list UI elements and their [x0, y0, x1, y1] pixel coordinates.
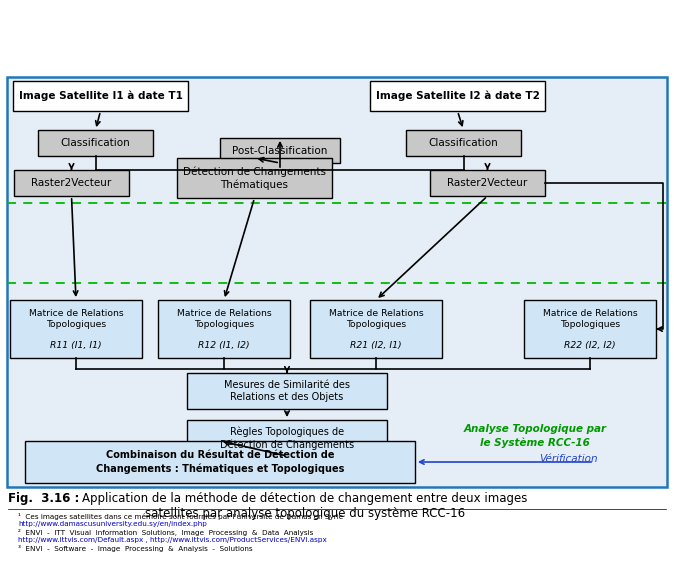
FancyBboxPatch shape — [14, 170, 129, 196]
Text: Image Satellite I1 à date T1: Image Satellite I1 à date T1 — [19, 91, 183, 101]
Text: R12 (I1, I2): R12 (I1, I2) — [198, 341, 250, 350]
FancyBboxPatch shape — [177, 158, 332, 198]
FancyBboxPatch shape — [13, 81, 188, 111]
Text: Classification: Classification — [429, 138, 498, 148]
Text: Combinaison du Résultat de Détection de
Changements : Thématiques et Topologique: Combinaison du Résultat de Détection de … — [96, 451, 344, 474]
FancyBboxPatch shape — [158, 300, 290, 358]
Text: ¹  Ces images satellites dans ce mémoire sont fournies par l’université de Damas: ¹ Ces images satellites dans ce mémoire … — [18, 513, 343, 520]
FancyBboxPatch shape — [370, 81, 545, 111]
FancyBboxPatch shape — [430, 170, 545, 196]
Text: Vérification: Vérification — [539, 454, 597, 464]
Text: Fig.  3.16 :: Fig. 3.16 : — [8, 492, 80, 505]
Text: Post-Classification: Post-Classification — [233, 145, 328, 156]
Text: http://www.damascusuniversity.edu.sy/en/index.php: http://www.damascusuniversity.edu.sy/en/… — [18, 521, 207, 527]
Text: Règles Topologiques de
Détection de Changements: Règles Topologiques de Détection de Chan… — [220, 426, 354, 450]
Text: R21 (I2, I1): R21 (I2, I1) — [350, 341, 402, 350]
FancyBboxPatch shape — [7, 77, 667, 487]
Text: Matrice de Relations
Topologiques: Matrice de Relations Topologiques — [329, 309, 423, 329]
Text: ³  ENVI  -  Software  -  Image  Processing  &  Analysis  -  Solutions: ³ ENVI - Software - Image Processing & A… — [18, 545, 253, 552]
Text: ²  ENVI  -  ITT  Visual  Information  Solutions,  Image  Processing  &  Data  An: ² ENVI - ITT Visual Information Solution… — [18, 529, 313, 536]
FancyBboxPatch shape — [524, 300, 656, 358]
Text: Classification: Classification — [61, 138, 130, 148]
FancyBboxPatch shape — [25, 441, 415, 483]
Text: Application de la méthode de détection de changement entre deux images
satellite: Application de la méthode de détection d… — [82, 492, 527, 520]
Text: R22 (I2, I2): R22 (I2, I2) — [564, 341, 616, 350]
FancyBboxPatch shape — [187, 373, 387, 409]
FancyBboxPatch shape — [10, 300, 142, 358]
Text: Raster2Vecteur: Raster2Vecteur — [448, 178, 528, 188]
Text: Raster2Vecteur: Raster2Vecteur — [32, 178, 112, 188]
Text: Détection de Changements
Thématiques: Détection de Changements Thématiques — [183, 166, 326, 190]
Text: Analyse Topologique par
le Système RCC-16: Analyse Topologique par le Système RCC-1… — [464, 424, 607, 448]
FancyBboxPatch shape — [187, 420, 387, 456]
Text: Matrice de Relations
Topologiques: Matrice de Relations Topologiques — [543, 309, 638, 329]
FancyBboxPatch shape — [406, 130, 521, 156]
Text: http://www.ittvis.com/Default.aspx , http://www.ittvis.com/ProductServices/ENVI.: http://www.ittvis.com/Default.aspx , htt… — [18, 537, 327, 543]
Text: Mesures de Similarité des
Relations et des Objets: Mesures de Similarité des Relations et d… — [224, 380, 350, 402]
Text: Image Satellite I2 à date T2: Image Satellite I2 à date T2 — [375, 91, 539, 101]
Text: Matrice de Relations
Topologiques: Matrice de Relations Topologiques — [177, 309, 272, 329]
FancyBboxPatch shape — [310, 300, 442, 358]
Text: R11 (I1, I1): R11 (I1, I1) — [50, 341, 102, 350]
FancyBboxPatch shape — [38, 130, 153, 156]
Text: Matrice de Relations
Topologiques: Matrice de Relations Topologiques — [28, 309, 123, 329]
FancyBboxPatch shape — [220, 138, 340, 163]
